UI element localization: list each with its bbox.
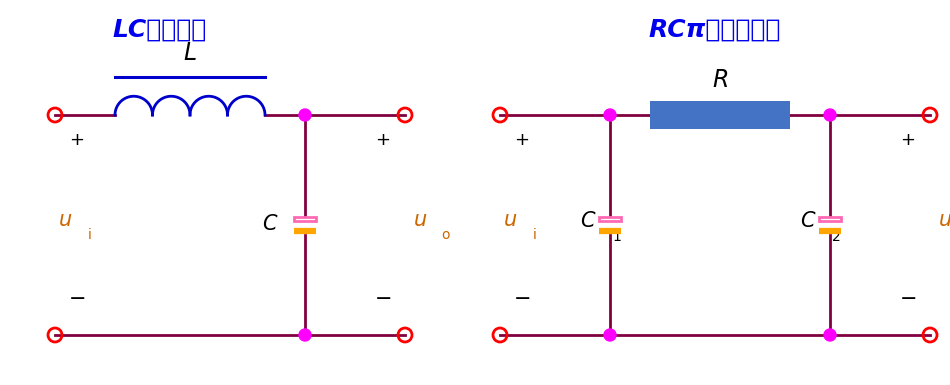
FancyBboxPatch shape <box>599 217 621 221</box>
Text: $-$: $-$ <box>513 287 531 307</box>
Text: 2: 2 <box>832 230 841 244</box>
Text: $C$: $C$ <box>580 211 597 231</box>
Circle shape <box>604 329 616 341</box>
Text: $-$: $-$ <box>374 287 391 307</box>
Text: $-$: $-$ <box>68 287 86 307</box>
Text: $u$: $u$ <box>938 210 950 230</box>
Text: 1: 1 <box>612 230 621 244</box>
Text: $C$: $C$ <box>801 211 817 231</box>
Text: $-$: $-$ <box>900 287 917 307</box>
Circle shape <box>604 109 616 121</box>
Text: $u$: $u$ <box>413 210 428 230</box>
Circle shape <box>299 109 311 121</box>
Text: i: i <box>88 228 92 242</box>
FancyBboxPatch shape <box>819 217 841 221</box>
Circle shape <box>299 329 311 341</box>
Text: $+$: $+$ <box>69 131 85 149</box>
Text: o: o <box>441 228 449 242</box>
Text: $u$: $u$ <box>503 210 517 230</box>
Text: $u$: $u$ <box>58 210 72 230</box>
Text: $+$: $+$ <box>515 131 529 149</box>
Text: RCπ型滤波电路: RCπ型滤波电路 <box>649 18 781 42</box>
Circle shape <box>824 329 836 341</box>
Text: LC滤波电路: LC滤波电路 <box>113 18 207 42</box>
Text: i: i <box>533 228 537 242</box>
Text: $L$: $L$ <box>183 40 197 65</box>
Text: $R$: $R$ <box>712 68 728 92</box>
FancyBboxPatch shape <box>294 217 316 221</box>
Text: $C$: $C$ <box>262 214 279 234</box>
Circle shape <box>824 109 836 121</box>
Text: $+$: $+$ <box>901 131 916 149</box>
Text: $+$: $+$ <box>375 131 390 149</box>
FancyBboxPatch shape <box>650 101 790 129</box>
